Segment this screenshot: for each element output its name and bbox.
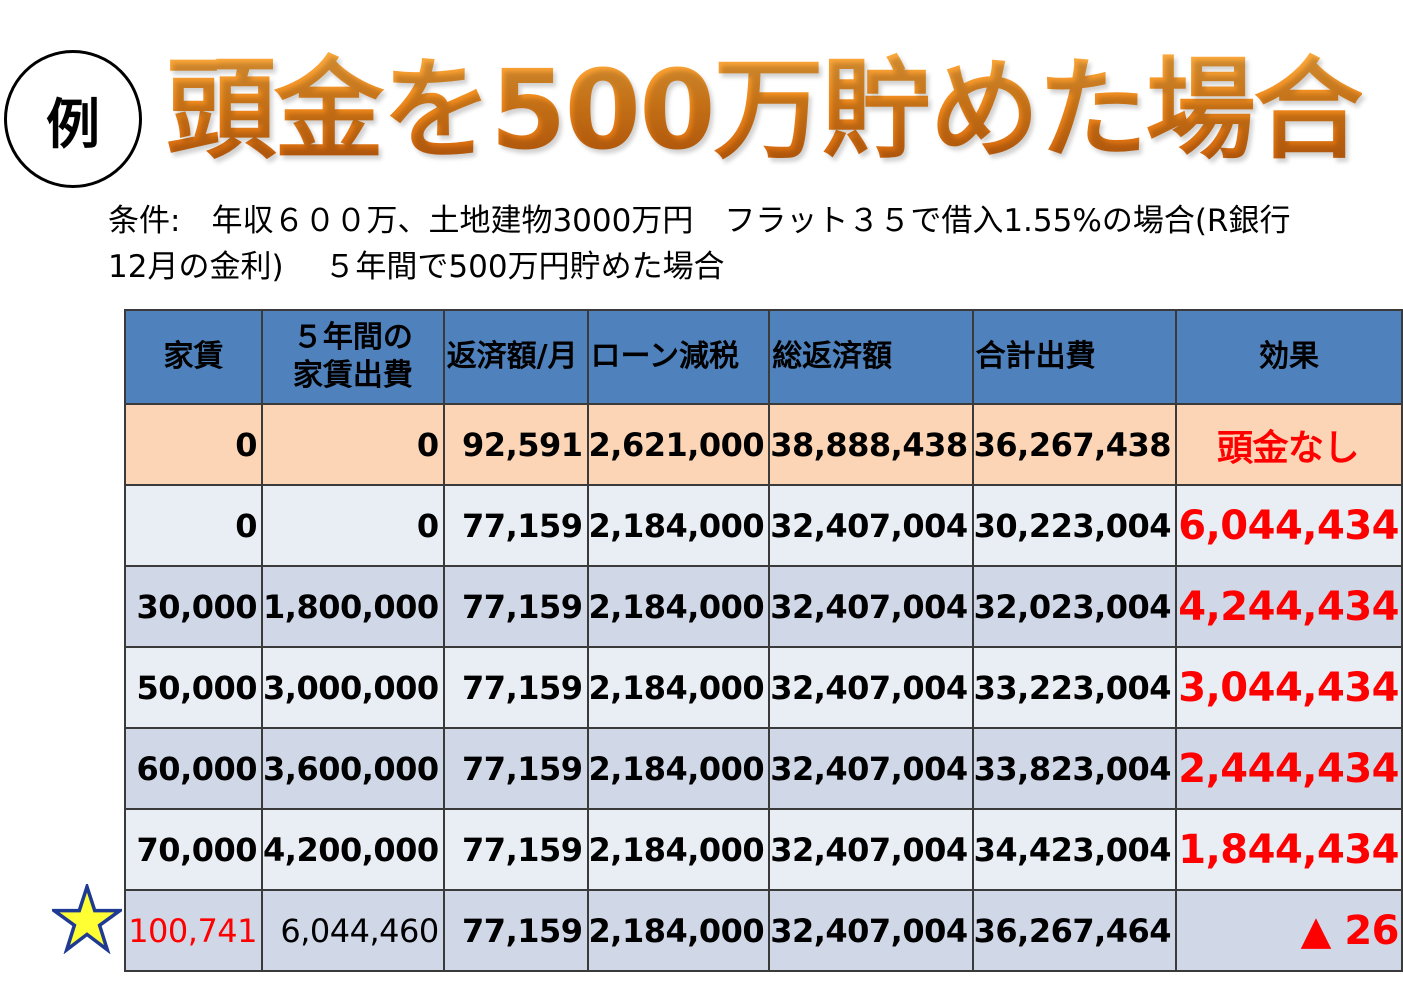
conditions-text: 条件: 年収６００万、土地建物3000万円 フラット３５で借入1.55%の場合(… [108, 198, 1388, 290]
cell-rent-5yr: 0 [261, 484, 445, 567]
cell-effect: 1,844,434 [1175, 808, 1403, 891]
cell-total: 32,407,004 [768, 889, 974, 972]
header-loan-tax-reduction: ローン減税 [586, 309, 771, 405]
cell-monthly: 77,159 [442, 565, 589, 648]
cell-sum: 33,223,004 [971, 646, 1178, 729]
cell-rent: 0 [123, 403, 264, 486]
comparison-table: 家賃 ５年間の 家賃出費 返済額/月 ローン減税 総返済額 合計出費 効果 0 … [123, 309, 1403, 972]
cell-monthly: 77,159 [442, 808, 589, 891]
table-row: 50,000 3,000,000 77,159 2,184,000 32,407… [123, 646, 1403, 729]
cell-effect: ▲ 26 [1175, 889, 1403, 972]
cell-rent: 60,000 [123, 727, 264, 810]
cell-sum: 34,423,004 [971, 808, 1178, 891]
cell-sum: 32,023,004 [971, 565, 1178, 648]
badge-label: 例 [46, 92, 100, 156]
table-row: 0 0 77,159 2,184,000 32,407,004 30,223,0… [123, 484, 1403, 567]
cell-tax: 2,621,000 [586, 403, 771, 486]
cell-total: 32,407,004 [768, 808, 974, 891]
header-effect: 効果 [1175, 309, 1403, 405]
cell-total: 32,407,004 [768, 484, 974, 567]
cell-total: 32,407,004 [768, 565, 974, 648]
cell-tax: 2,184,000 [586, 565, 771, 648]
cell-tax: 2,184,000 [586, 484, 771, 567]
cell-monthly: 77,159 [442, 889, 589, 972]
cell-rent-5yr: 0 [261, 403, 445, 486]
cell-effect: 2,444,434 [1175, 727, 1403, 810]
conditions-line-1: 条件: 年収６００万、土地建物3000万円 フラット３５で借入1.55%の場合(… [108, 203, 1291, 239]
cell-monthly: 92,591 [442, 403, 589, 486]
page-title: 頭金を500万貯めた場合 [166, 40, 1364, 180]
cell-rent: 0 [123, 484, 264, 567]
cell-tax: 2,184,000 [586, 646, 771, 729]
header-rent: 家賃 [123, 309, 264, 405]
cell-sum: 36,267,438 [971, 403, 1178, 486]
cell-rent: 50,000 [123, 646, 264, 729]
header-rent-5yr-line1: ５年間の [292, 320, 413, 355]
cell-monthly: 77,159 [442, 646, 589, 729]
header-total-expense: 合計出費 [971, 309, 1178, 405]
conditions-line-2: 12月の金利) ５年間で500万円貯めた場合 [108, 249, 725, 285]
header-monthly-payment: 返済額/月 [442, 309, 589, 405]
cell-tax: 2,184,000 [586, 889, 771, 972]
table-row: 30,000 1,800,000 77,159 2,184,000 32,407… [123, 565, 1403, 648]
cell-effect: 頭金なし [1175, 403, 1403, 486]
table-row: 70,000 4,200,000 77,159 2,184,000 32,407… [123, 808, 1403, 891]
header-total-repayment: 総返済額 [768, 309, 974, 405]
cell-rent-5yr: 3,600,000 [261, 727, 445, 810]
header-rent-5yr: ５年間の 家賃出費 [261, 309, 445, 405]
table-row: 60,000 3,600,000 77,159 2,184,000 32,407… [123, 727, 1403, 810]
cell-rent-5yr: 1,800,000 [261, 565, 445, 648]
table-header-row: 家賃 ５年間の 家賃出費 返済額/月 ローン減税 総返済額 合計出費 効果 [123, 309, 1403, 405]
cell-effect: 3,044,434 [1175, 646, 1403, 729]
cell-total: 32,407,004 [768, 727, 974, 810]
table-row: 100,741 6,044,460 77,159 2,184,000 32,40… [123, 889, 1403, 972]
cell-tax: 2,184,000 [586, 727, 771, 810]
cell-rent: 100,741 [123, 889, 264, 972]
cell-sum: 30,223,004 [971, 484, 1178, 567]
cell-effect: 4,244,434 [1175, 565, 1403, 648]
cell-rent: 30,000 [123, 565, 264, 648]
cell-effect: 6,044,434 [1175, 484, 1403, 567]
cell-tax: 2,184,000 [586, 808, 771, 891]
cell-rent-5yr: 3,000,000 [261, 646, 445, 729]
cell-total: 38,888,438 [768, 403, 974, 486]
cell-monthly: 77,159 [442, 727, 589, 810]
cell-rent-5yr: 4,200,000 [261, 808, 445, 891]
cell-monthly: 77,159 [442, 484, 589, 567]
table-row: 0 0 92,591 2,621,000 38,888,438 36,267,4… [123, 403, 1403, 486]
cell-sum: 36,267,464 [971, 889, 1178, 972]
header-rent-5yr-line2: 家賃出費 [292, 358, 413, 393]
cell-rent: 70,000 [123, 808, 264, 891]
cell-sum: 33,823,004 [971, 727, 1178, 810]
example-badge: 例 [4, 50, 142, 188]
cell-total: 32,407,004 [768, 646, 974, 729]
cell-rent-5yr: 6,044,460 [261, 889, 445, 972]
star-icon [52, 884, 122, 954]
